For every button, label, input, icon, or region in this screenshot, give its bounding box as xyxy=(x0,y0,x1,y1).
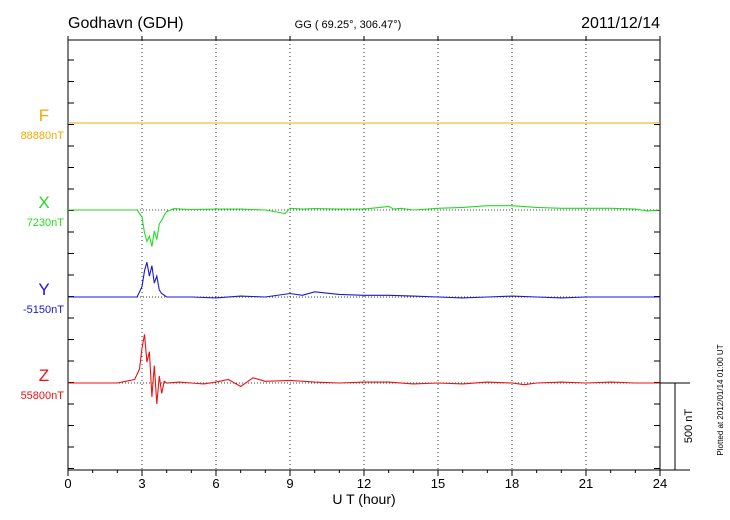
x-tick-label-21: 21 xyxy=(579,476,593,491)
x-tick-label-0: 0 xyxy=(64,476,71,491)
x-axis: 0 3 6 9 12 15 18 21 24 xyxy=(64,36,667,491)
station-coords: GG ( 69.25°, 306.47°) xyxy=(295,19,402,31)
series-baseline-f: 88880nT xyxy=(21,130,65,142)
x-tick-label-15: 15 xyxy=(431,476,445,491)
series-name-f: F xyxy=(39,106,49,125)
x-tick-label-24: 24 xyxy=(653,476,667,491)
x-tick-label-12: 12 xyxy=(357,476,371,491)
series-name-y: Y xyxy=(38,280,49,299)
series-baseline-z: 55800nT xyxy=(21,390,65,402)
plotted-note: Plotted at 2012/01/14 01:00 UT xyxy=(716,344,725,455)
scale-bar: 500 nT xyxy=(660,382,695,471)
series-baseline-x: 7230nT xyxy=(27,217,65,229)
x-axis-label: U T (hour) xyxy=(332,491,395,507)
x-tick-label-3: 3 xyxy=(138,476,145,491)
x-tick-label-18: 18 xyxy=(505,476,519,491)
station-title: Godhavn (GDH) xyxy=(68,15,184,32)
series-line-z xyxy=(68,334,660,404)
x-tick-label-6: 6 xyxy=(212,476,219,491)
series-baseline-y: -5150nT xyxy=(23,304,64,316)
series-line-y xyxy=(68,262,660,299)
series-name-x: X xyxy=(38,193,49,212)
plot-date: 2011/12/14 xyxy=(581,15,660,32)
component-labels: F 88880nT X 7230nT Y -5150nT Z 55800nT xyxy=(21,106,65,402)
series-line-x xyxy=(68,205,661,247)
series-layer xyxy=(68,122,661,404)
scale-bar-label: 500 nT xyxy=(683,409,695,444)
vertical-gridlines xyxy=(141,40,587,470)
series-name-z: Z xyxy=(39,366,49,385)
x-tick-label-9: 9 xyxy=(286,476,293,491)
